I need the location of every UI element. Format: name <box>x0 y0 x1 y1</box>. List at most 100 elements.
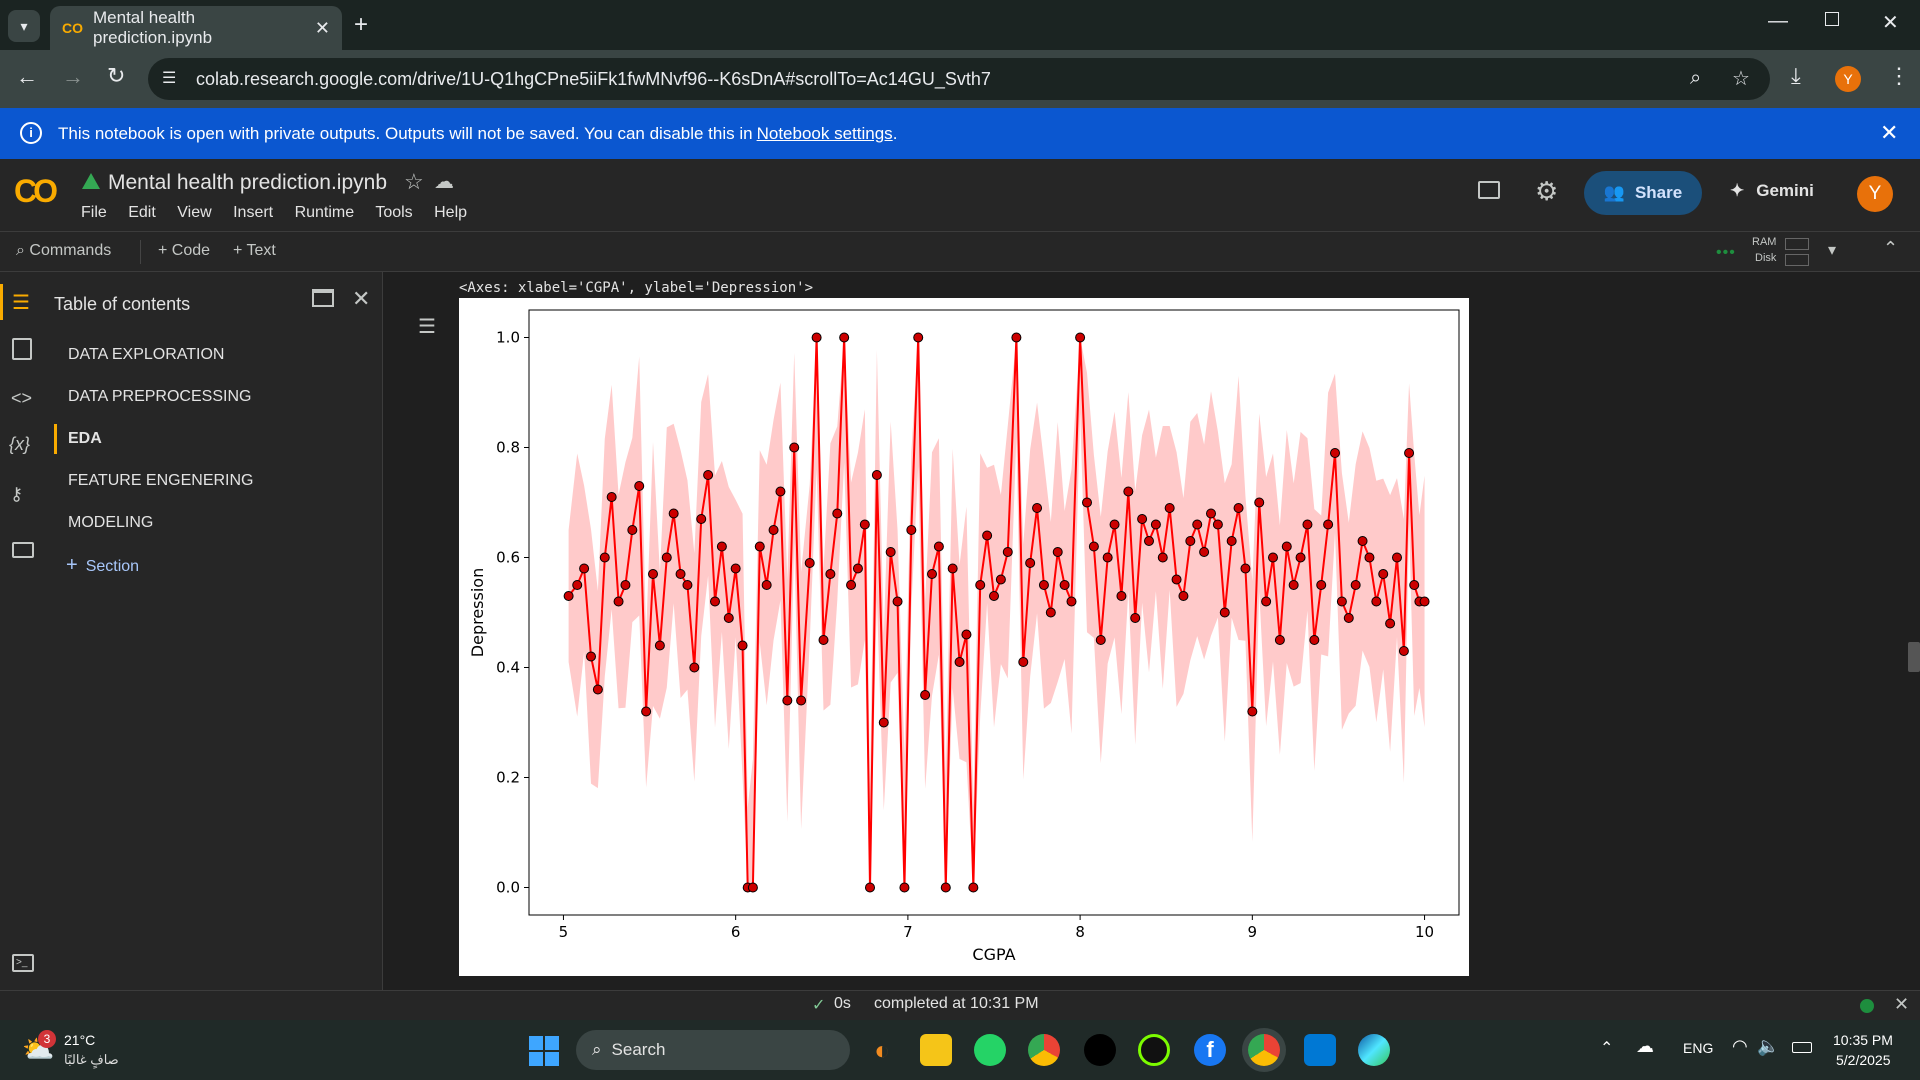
browser-tab[interactable]: CO Mental health prediction.ipynb ✕ <box>50 6 342 50</box>
disk-meter[interactable] <box>1785 254 1809 266</box>
clock-date[interactable]: 5/2/2025 <box>1836 1052 1891 1068</box>
variables-icon[interactable]: {x} <box>9 434 31 454</box>
resources-dropdown-icon[interactable]: ▾ <box>1828 242 1837 259</box>
add-text-button[interactable]: + Text <box>233 242 276 259</box>
statusbar-close-icon[interactable]: ✕ <box>1894 994 1910 1014</box>
data-point-23 <box>723 613 734 623</box>
data-point-116 <box>1364 552 1375 563</box>
output-actions-icon[interactable]: ☰ <box>418 316 436 338</box>
share-button[interactable]: 👥 Share <box>1584 171 1702 215</box>
files-folder-icon[interactable] <box>12 542 34 558</box>
toc-item-modeling[interactable]: MODELING <box>68 514 154 531</box>
code-snippets-icon[interactable]: <> <box>11 388 33 408</box>
gemini-button[interactable]: ✦ Gemini <box>1730 181 1814 201</box>
data-point-5 <box>599 552 610 563</box>
menu-insert[interactable]: Insert <box>233 204 274 221</box>
taskbar-search-box[interactable]: ⌕ Search <box>576 1030 850 1070</box>
notebook-title[interactable]: Mental health prediction.ipynb <box>108 171 388 194</box>
data-point-104 <box>1281 541 1292 552</box>
notebook-settings-link[interactable]: Notebook settings <box>756 123 893 143</box>
close-window-button[interactable]: ✕ <box>1882 12 1899 34</box>
taskbar-app-vscode[interactable] <box>1304 1034 1336 1066</box>
data-point-16 <box>675 569 686 579</box>
data-point-6 <box>606 492 617 502</box>
zoom-icon[interactable]: ⌕ <box>1690 67 1702 89</box>
data-point-7 <box>613 596 624 607</box>
back-icon[interactable]: ← <box>16 64 38 89</box>
url-text: colab.research.google.com/drive/1U-Q1hgC… <box>196 68 991 89</box>
connected-status-icon[interactable]: ••• <box>1716 244 1736 261</box>
star-icon[interactable]: ☆ <box>404 169 424 194</box>
toc-item-data-preprocessing[interactable]: DATA PREPROCESSING <box>68 388 252 405</box>
taskbar-app-whatsapp[interactable] <box>974 1034 1006 1066</box>
add-section-button[interactable]: + Section <box>66 554 139 577</box>
tray-cloud-icon[interactable]: ☁ <box>1636 1036 1654 1056</box>
tab-close-icon[interactable]: ✕ <box>314 17 330 38</box>
menu-runtime[interactable]: Runtime <box>294 204 355 221</box>
table-of-contents-icon[interactable]: ☰ <box>12 292 30 314</box>
battery-icon[interactable] <box>1792 1042 1812 1053</box>
menu-help[interactable]: Help <box>434 204 468 221</box>
restore-button[interactable] <box>1825 12 1839 26</box>
profile-avatar[interactable]: Y <box>1835 66 1861 92</box>
bookmark-star-icon[interactable]: ☆ <box>1732 68 1750 90</box>
data-point-85 <box>1150 519 1161 530</box>
gemini-label: Gemini <box>1756 181 1814 200</box>
reload-icon[interactable]: ↻ <box>107 63 126 88</box>
settings-gear-icon[interactable]: ⚙ <box>1535 176 1559 206</box>
data-point-18 <box>689 662 700 673</box>
comments-icon[interactable] <box>1478 181 1500 199</box>
tray-chevron-icon[interactable]: ⌃ <box>1600 1040 1614 1057</box>
taskbar-app-edge[interactable] <box>1358 1034 1390 1066</box>
new-tab-button[interactable]: + <box>354 11 369 38</box>
tray-language[interactable]: ENG <box>1683 1040 1714 1056</box>
menu-tools[interactable]: Tools <box>375 204 413 221</box>
scrollbar-thumb[interactable] <box>1908 642 1920 672</box>
terminal-icon[interactable]: >_ <box>12 954 34 972</box>
data-point-72 <box>1059 580 1070 590</box>
commands-button[interactable]: ⌕ Commands <box>16 242 111 260</box>
tab-search-button[interactable]: ▾ <box>8 10 40 42</box>
taskbar-app-tracker[interactable] <box>1138 1034 1170 1066</box>
browser-menu-icon[interactable]: ⋮ <box>1888 63 1910 88</box>
menu-file[interactable]: File <box>81 204 107 221</box>
find-replace-icon[interactable] <box>12 338 32 360</box>
wifi-icon[interactable]: ◠ <box>1732 1036 1748 1056</box>
weather-temp: 21°C <box>64 1032 96 1048</box>
taskbar-app-copilot[interactable]: ◐ <box>874 1035 890 1065</box>
menu-edit[interactable]: Edit <box>128 204 156 221</box>
toc-item-eda[interactable]: EDA <box>68 430 102 447</box>
cloud-icon[interactable]: ☁ <box>434 171 454 193</box>
minimize-button[interactable]: — <box>1768 10 1788 32</box>
taskbar-app-chatgpt[interactable] <box>1084 1034 1116 1066</box>
toc-item-feature-engineering[interactable]: FEATURE ENGENERING <box>68 472 254 489</box>
x-axis-label: CGPA <box>972 945 1015 964</box>
download-icon[interactable]: ⤓ <box>1791 63 1801 88</box>
exec-completed: completed at 10:31 PM <box>874 995 1039 1012</box>
taskbar-app-chrome-active[interactable] <box>1248 1034 1280 1066</box>
taskbar-app-facebook[interactable]: f <box>1194 1034 1226 1066</box>
toc-open-window-icon[interactable] <box>312 289 334 307</box>
toc-close-icon[interactable]: ✕ <box>352 286 371 311</box>
taskbar-app-explorer[interactable] <box>920 1034 952 1066</box>
start-windows-icon[interactable] <box>529 1036 559 1066</box>
clock-time[interactable]: 10:35 PM <box>1833 1032 1893 1048</box>
volume-icon[interactable]: 🔈 <box>1757 1036 1780 1056</box>
colab-logo[interactable]: CO <box>14 173 58 209</box>
data-point-10 <box>634 481 645 491</box>
secrets-key-icon[interactable]: ⚷ <box>10 484 24 504</box>
ram-meter[interactable] <box>1785 238 1809 250</box>
forward-icon[interactable]: → <box>62 64 84 89</box>
drive-icon[interactable] <box>82 173 100 189</box>
account-avatar[interactable]: Y <box>1857 176 1893 212</box>
menu-view[interactable]: View <box>177 204 212 221</box>
add-code-button[interactable]: + Code <box>158 242 211 259</box>
infobar-close-icon[interactable]: ✕ <box>1880 120 1899 145</box>
taskbar-app-chrome[interactable] <box>1028 1034 1060 1066</box>
site-info-icon[interactable]: ☰ <box>162 70 177 87</box>
collapse-toolbar-icon[interactable]: ⌃ <box>1883 238 1899 258</box>
data-point-69 <box>1038 580 1049 590</box>
url-bar[interactable]: ☰ colab.research.google.com/drive/1U-Q1h… <box>148 58 1770 100</box>
toc-item-data-exploration[interactable]: DATA EXPLORATION <box>68 346 225 363</box>
data-point-33 <box>789 442 800 453</box>
